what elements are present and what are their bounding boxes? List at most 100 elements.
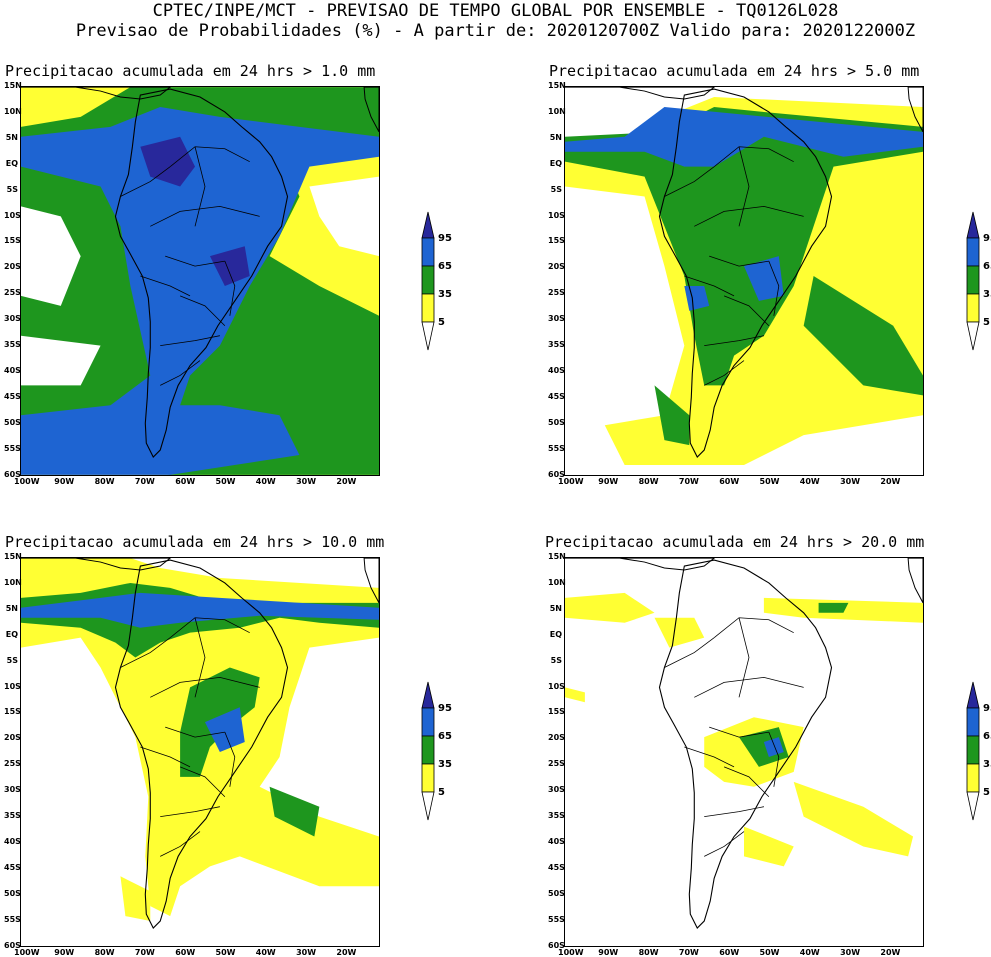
country-border (160, 360, 201, 386)
lon-label: 70W (134, 477, 155, 486)
lat-label: 30S (548, 785, 565, 795)
lon-label: 30W (840, 948, 861, 957)
country-border (704, 806, 764, 818)
lat-label: 20S (4, 262, 21, 272)
lat-label: 45S (548, 391, 565, 401)
lat-label: 55S (548, 914, 565, 924)
country-border (684, 275, 735, 297)
lon-label: 70W (678, 477, 699, 486)
lat-label: 45S (4, 862, 21, 872)
legend-panel-1: 95 65 35 5 (420, 210, 480, 355)
lon-label: 90W (598, 477, 619, 486)
legend-level-label: 95 (438, 233, 452, 244)
lat-label: 35S (4, 811, 21, 820)
lat-label: EQ (5, 158, 18, 168)
map-panel-10mm (20, 557, 380, 947)
lon-label: 60W (175, 948, 196, 957)
lon-label: 30W (840, 477, 861, 486)
legend-level-label: 65 (983, 731, 991, 742)
lon-label: 60W (175, 477, 196, 486)
lat-label: 50S (4, 417, 21, 427)
lat-label: 20S (4, 733, 21, 743)
lat-label: 60S (4, 469, 21, 479)
lat-label: 15N (548, 552, 566, 561)
legend-colorbar (421, 211, 435, 351)
country-border (165, 726, 225, 738)
lat-label: 10S (4, 210, 21, 220)
country-border (694, 206, 804, 227)
lon-label: 90W (598, 948, 619, 957)
lat-label: 15S (548, 236, 565, 246)
legend-level-label: 65 (438, 261, 452, 272)
lat-label: 50S (548, 417, 565, 427)
legend-level-label: 35 (983, 759, 991, 770)
country-border (768, 731, 780, 787)
country-border (150, 206, 260, 227)
lat-label: 10N (548, 106, 566, 116)
lon-label: 90W (54, 477, 75, 486)
panel-4-title: Precipitacao acumulada em 24 hrs > 20.0 … (545, 533, 925, 551)
lon-label: 40W (799, 477, 820, 486)
lat-label: 25S (548, 288, 565, 298)
lon-label: 20W (880, 477, 901, 486)
header-title-line2: Previsao de Probabilidades (%) - A parti… (75, 21, 916, 41)
country-border (165, 255, 225, 267)
lat-label: 5S (6, 655, 18, 665)
lat-label: 45S (548, 862, 565, 872)
country-border (194, 146, 206, 227)
lat-label: 30S (548, 314, 565, 324)
country-border (723, 295, 770, 327)
lat-label: 15N (548, 81, 566, 90)
legend-colorbar (966, 681, 980, 821)
country-border (120, 166, 171, 197)
lat-label: 10N (548, 577, 566, 587)
coastline (565, 558, 716, 571)
lon-label: 80W (94, 477, 115, 486)
country-border (169, 617, 250, 638)
lon-label: 100W (14, 477, 40, 486)
lat-label: 55S (4, 914, 21, 924)
country-border (709, 255, 769, 267)
lon-label: 20W (336, 948, 357, 957)
country-border (140, 275, 191, 297)
legend-level-label: 5 (983, 317, 990, 328)
lat-label: 60S (548, 940, 565, 950)
country-border (723, 766, 770, 798)
legend-panel-2: 95 65 35 5 (965, 210, 991, 355)
country-border (713, 146, 794, 167)
lat-label: 10N (4, 577, 22, 587)
lat-label: 50S (4, 888, 21, 898)
lat-label: 5N (5, 132, 18, 142)
lat-label: 10N (4, 106, 22, 116)
country-border (224, 731, 236, 787)
lon-label: 100W (558, 948, 584, 957)
map-panel-20mm (564, 557, 924, 947)
lat-label: 60S (548, 469, 565, 479)
country-border (169, 146, 250, 167)
lat-label: 15S (548, 707, 565, 717)
coastline (907, 558, 923, 604)
lon-label: 70W (134, 948, 155, 957)
lat-label: 45S (4, 391, 21, 401)
lon-label: 20W (336, 477, 357, 486)
legend-level-label: 5 (438, 787, 445, 798)
lon-label: 80W (638, 477, 659, 486)
lon-label: 70W (678, 948, 699, 957)
lon-label: 100W (14, 948, 40, 957)
map-panel-1mm (20, 86, 380, 476)
lat-label: 40S (4, 836, 21, 846)
country-border (179, 766, 226, 798)
south-america-coastline (114, 559, 289, 929)
lat-label: 5S (550, 184, 562, 194)
country-border (738, 617, 750, 698)
lat-label: 10S (548, 210, 565, 220)
lat-label: EQ (5, 629, 18, 639)
lat-label: 10S (548, 681, 565, 691)
lat-label: 5N (5, 603, 18, 613)
header-title-line1: CPTEC/INPE/MCT - PREVISAO DE TEMPO GLOBA… (152, 1, 839, 21)
panel-2-title: Precipitacao acumulada em 24 hrs > 5.0 m… (549, 62, 920, 80)
coastline (21, 87, 172, 100)
country-border (713, 617, 794, 638)
south-america-coastline (658, 559, 833, 929)
lat-label: 15S (4, 707, 21, 717)
